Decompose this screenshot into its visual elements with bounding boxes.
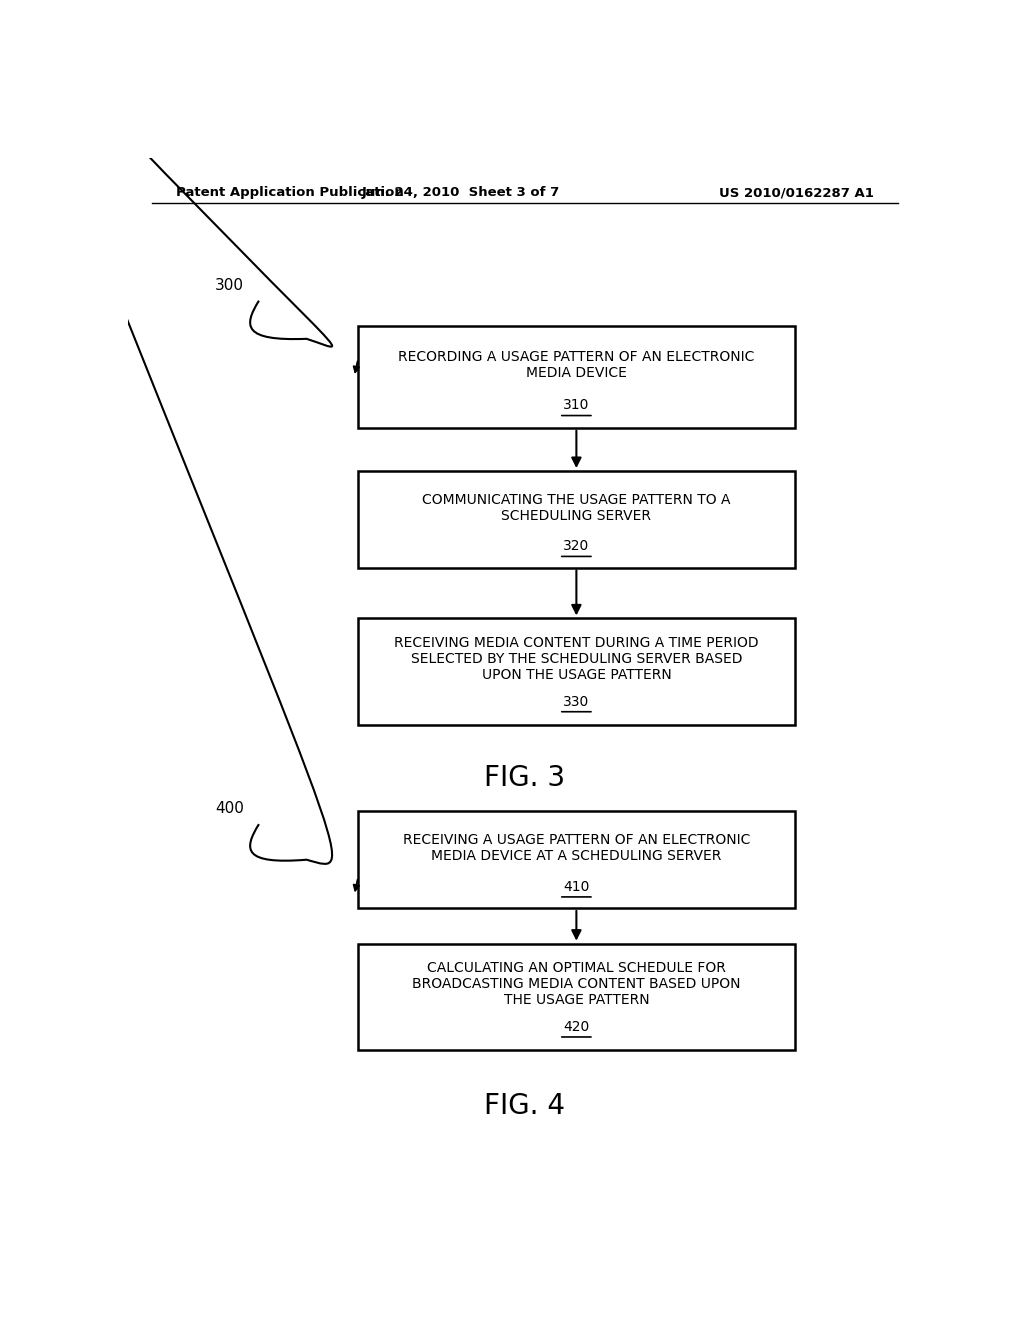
Text: 400: 400 bbox=[215, 801, 244, 816]
Text: COMMUNICATING THE USAGE PATTERN TO A
SCHEDULING SERVER: COMMUNICATING THE USAGE PATTERN TO A SCH… bbox=[422, 492, 731, 523]
Text: FIG. 4: FIG. 4 bbox=[484, 1092, 565, 1119]
FancyBboxPatch shape bbox=[358, 618, 795, 725]
Text: 420: 420 bbox=[563, 1020, 590, 1034]
FancyBboxPatch shape bbox=[358, 812, 795, 908]
Text: CALCULATING AN OPTIMAL SCHEDULE FOR
BROADCASTING MEDIA CONTENT BASED UPON
THE US: CALCULATING AN OPTIMAL SCHEDULE FOR BROA… bbox=[412, 961, 740, 1007]
Text: RECEIVING A USAGE PATTERN OF AN ELECTRONIC
MEDIA DEVICE AT A SCHEDULING SERVER: RECEIVING A USAGE PATTERN OF AN ELECTRON… bbox=[402, 833, 750, 863]
Text: Jun. 24, 2010  Sheet 3 of 7: Jun. 24, 2010 Sheet 3 of 7 bbox=[362, 186, 560, 199]
Text: 300: 300 bbox=[215, 279, 245, 293]
Text: RECEIVING MEDIA CONTENT DURING A TIME PERIOD
SELECTED BY THE SCHEDULING SERVER B: RECEIVING MEDIA CONTENT DURING A TIME PE… bbox=[394, 636, 759, 682]
Text: 310: 310 bbox=[563, 399, 590, 412]
Text: 330: 330 bbox=[563, 694, 590, 709]
Text: 320: 320 bbox=[563, 540, 590, 553]
Text: US 2010/0162287 A1: US 2010/0162287 A1 bbox=[719, 186, 873, 199]
FancyBboxPatch shape bbox=[358, 471, 795, 568]
FancyBboxPatch shape bbox=[358, 944, 795, 1051]
Text: 410: 410 bbox=[563, 879, 590, 894]
Text: RECORDING A USAGE PATTERN OF AN ELECTRONIC
MEDIA DEVICE: RECORDING A USAGE PATTERN OF AN ELECTRON… bbox=[398, 350, 755, 380]
Text: FIG. 3: FIG. 3 bbox=[484, 764, 565, 792]
Text: Patent Application Publication: Patent Application Publication bbox=[176, 186, 403, 199]
FancyBboxPatch shape bbox=[358, 326, 795, 428]
